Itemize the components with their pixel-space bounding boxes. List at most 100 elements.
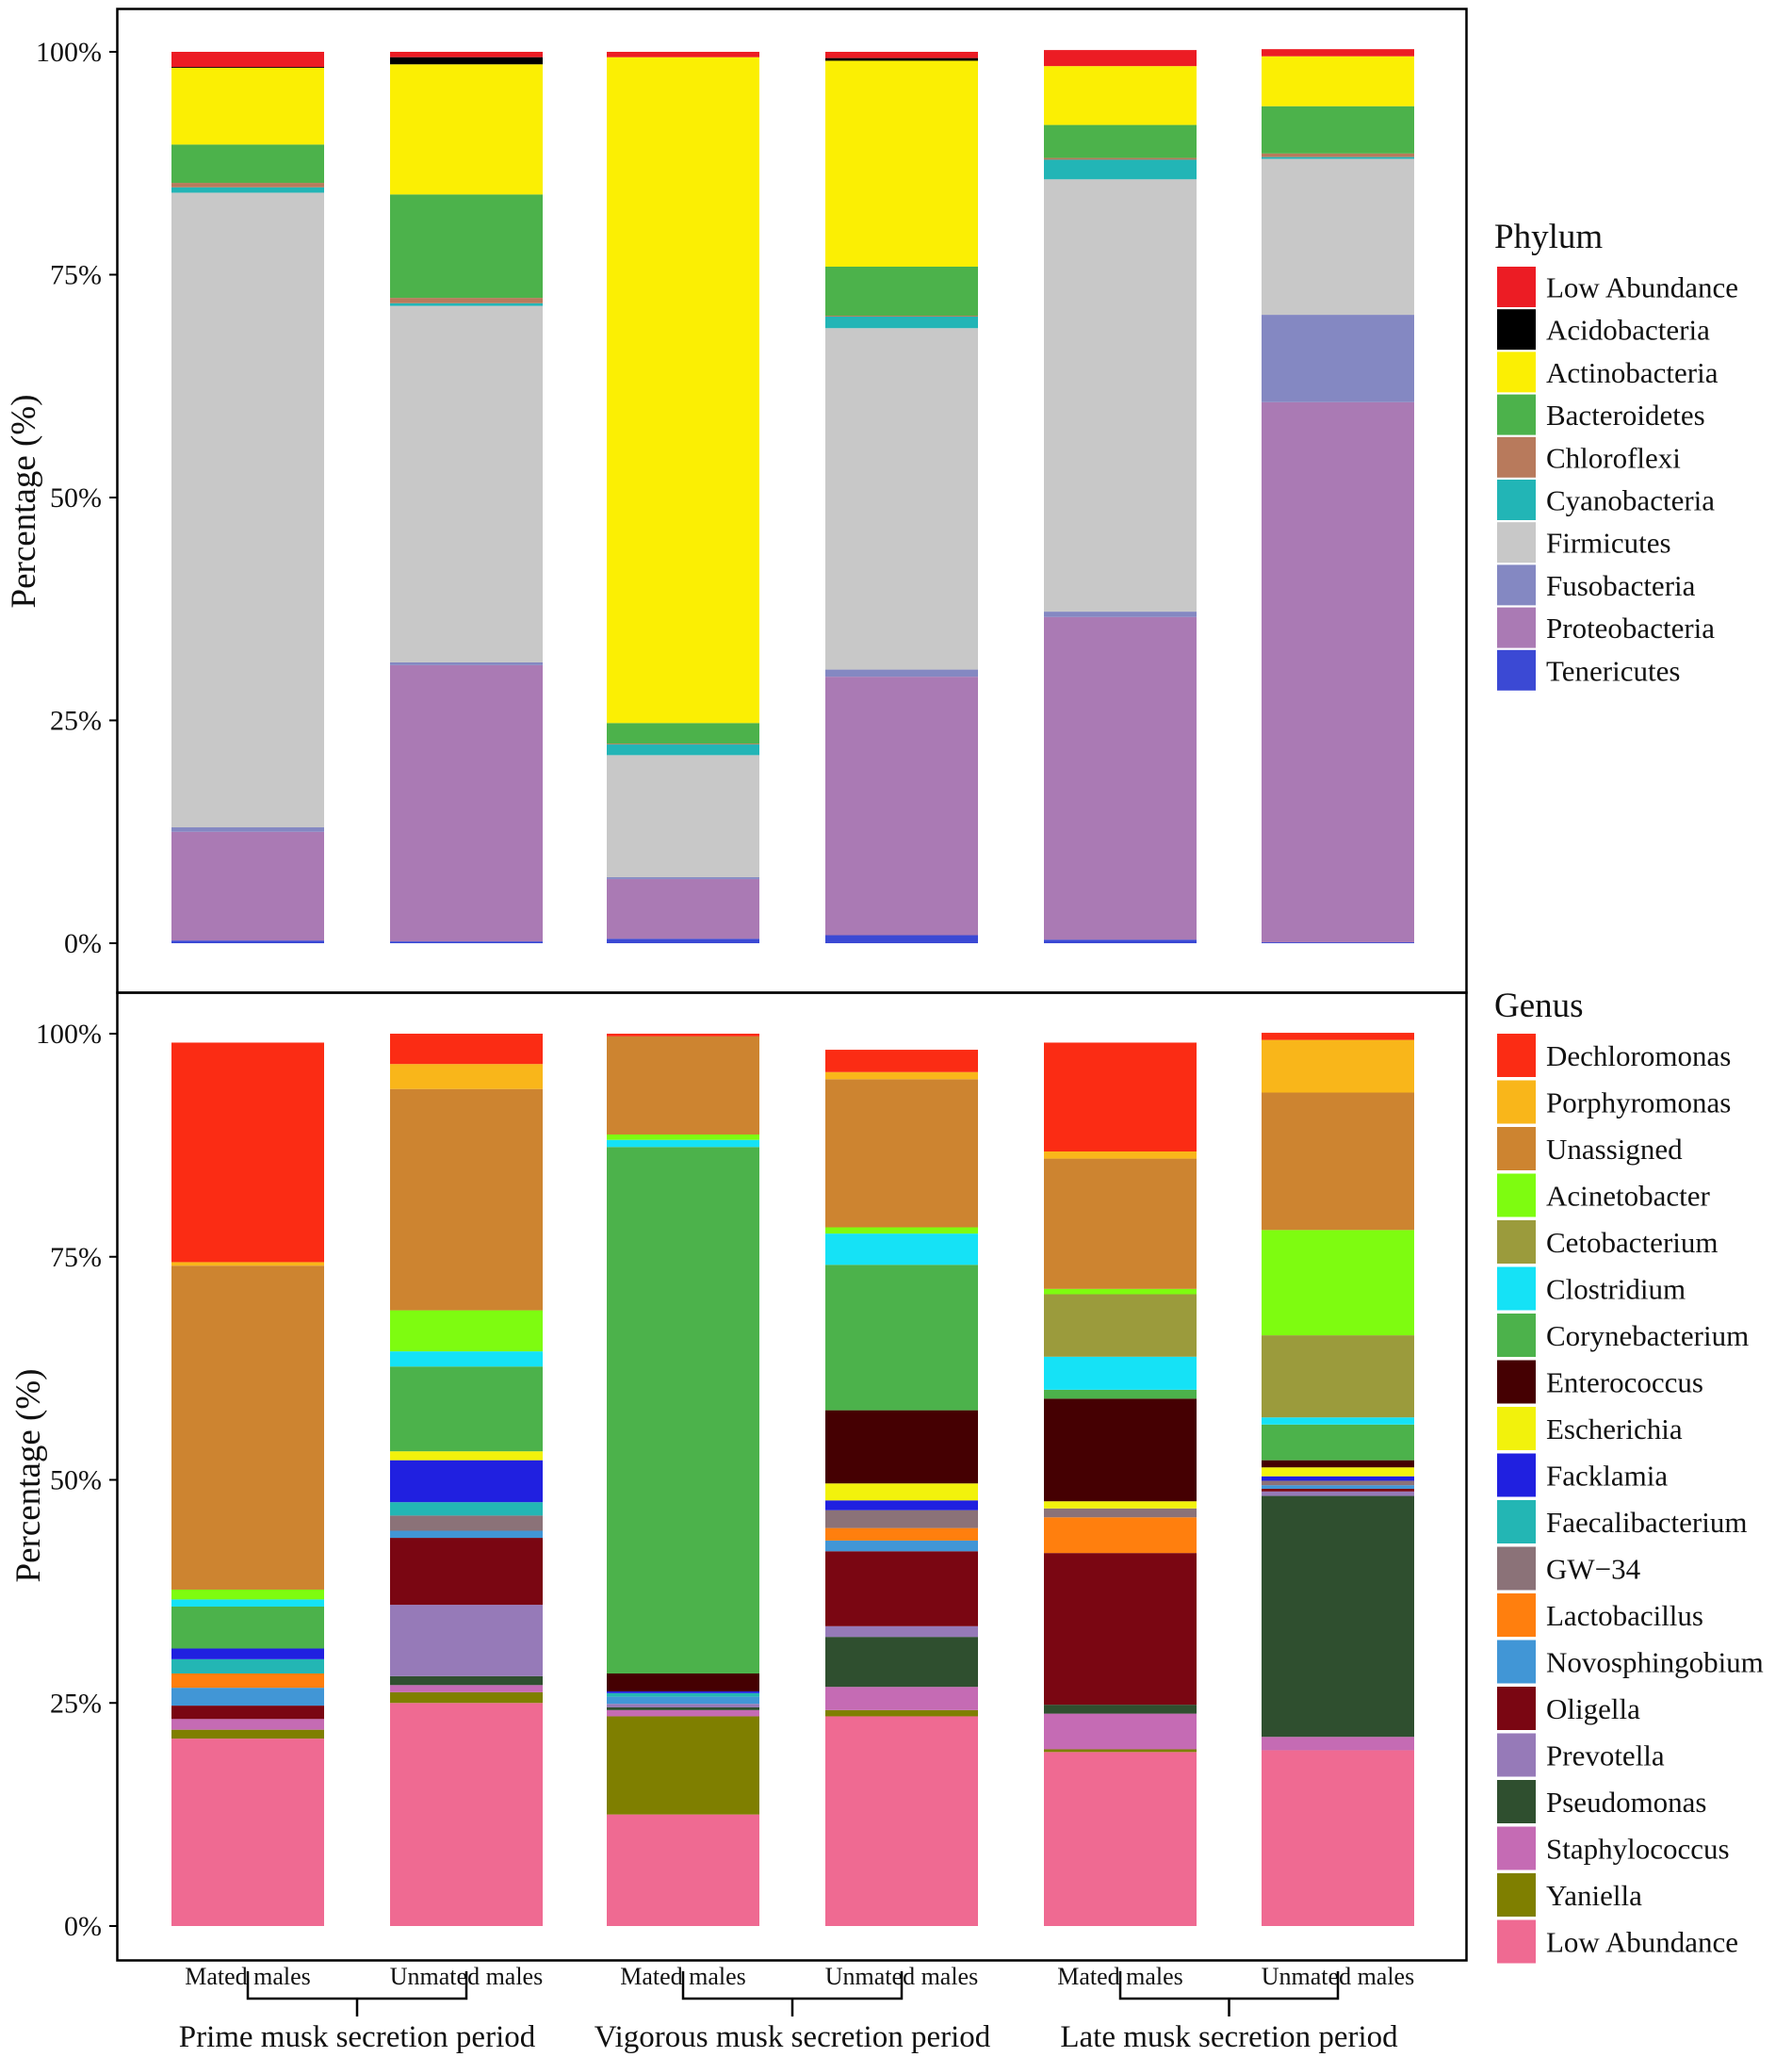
genus-legend-label-pseudomonas: Pseudomonas bbox=[1546, 1786, 1707, 1819]
phylum-bar-3-bacteroidetes bbox=[607, 723, 759, 744]
genus-bar-2-corynebacterium bbox=[390, 1366, 543, 1452]
genus-bar-3-low-abundance bbox=[607, 1814, 759, 1927]
genus-bar-6-facklamia bbox=[1262, 1476, 1414, 1481]
genus-bar-4-dechloromonas bbox=[825, 1050, 978, 1072]
genus-bar-4-yaniella bbox=[825, 1709, 978, 1717]
genus-bar-4-novosphingobium bbox=[825, 1540, 978, 1552]
genus-bar-1-acinetobacter bbox=[171, 1589, 324, 1600]
genus-panel-frame bbox=[116, 991, 1468, 1962]
genus-y-tick-label: 0% bbox=[64, 1911, 102, 1942]
group-bracket-3 bbox=[1118, 1971, 1340, 2016]
genus-bar-6-porphyromonas bbox=[1262, 1039, 1414, 1093]
phylum-bar-2-low-abundance bbox=[390, 52, 543, 57]
phylum-legend-label-proteobacteria: Proteobacteria bbox=[1546, 612, 1715, 645]
genus-bar-6-escherichia bbox=[1262, 1467, 1414, 1477]
genus-bar-3-corynebacterium bbox=[607, 1147, 759, 1673]
genus-bar-4-low-abundance bbox=[825, 1716, 978, 1926]
phylum-bar-4-cyanobacteria bbox=[825, 316, 978, 329]
phylum-bar-3-actinobacteria bbox=[607, 57, 759, 724]
genus-legend-swatch-acinetobacter bbox=[1497, 1173, 1536, 1217]
phylum-bar-1-proteobacteria bbox=[171, 831, 324, 941]
genus-bar-4-pseudomonas bbox=[825, 1637, 978, 1688]
genus-bar-3-yaniella bbox=[607, 1716, 759, 1815]
phylum-bar-3-low-abundance bbox=[607, 52, 759, 57]
phylum-y-tick-label: 25% bbox=[50, 706, 102, 737]
phylum-legend-label-firmicutes: Firmicutes bbox=[1546, 527, 1671, 560]
genus-bar-1-lactobacillus bbox=[171, 1673, 324, 1689]
phylum-bar-6-low-abundance bbox=[1262, 49, 1414, 57]
genus-bar-5-pseudomonas bbox=[1044, 1705, 1197, 1714]
phylum-bar-3-cyanobacteria bbox=[607, 744, 759, 756]
genus-legend-swatch-cetobacterium bbox=[1497, 1220, 1536, 1264]
phylum-legend-swatch-low-abundance bbox=[1497, 267, 1536, 307]
genus-bar-4-enterococcus bbox=[825, 1410, 978, 1484]
genus-legend-swatch-escherichia bbox=[1497, 1407, 1536, 1450]
genus-y-axis: 0% 25% 50% 75% 100% bbox=[36, 1019, 117, 1942]
genus-bar-3-facklamia bbox=[607, 1690, 759, 1693]
genus-bar-1-faecalibacterium bbox=[171, 1658, 324, 1673]
genus-legend-swatch-prevotella bbox=[1497, 1733, 1536, 1777]
genus-bar-5-dechloromonas bbox=[1044, 1042, 1197, 1151]
phylum-y-tick-label: 75% bbox=[50, 260, 102, 291]
genus-bar-2-low-abundance bbox=[390, 1703, 543, 1926]
phylum-bar-6-proteobacteria bbox=[1262, 401, 1414, 943]
phylum-bar-3-chloroflexi bbox=[607, 743, 759, 745]
group-bracket-1 bbox=[246, 1971, 468, 2016]
genus-bar-1-facklamia bbox=[171, 1648, 324, 1659]
phylum-legend-label-cyanobacteria: Cyanobacteria bbox=[1546, 484, 1715, 517]
genus-bar-4-acinetobacter bbox=[825, 1227, 978, 1234]
genus-bar-5-staphylococcus bbox=[1044, 1713, 1197, 1750]
genus-legend-label-porphyromonas: Porphyromonas bbox=[1546, 1086, 1731, 1119]
phylum-legend-swatch-fusobacteria bbox=[1497, 564, 1536, 606]
genus-bar-1-low-abundance bbox=[171, 1739, 324, 1926]
genus-legend-label-corynebacterium: Corynebacterium bbox=[1546, 1319, 1749, 1352]
genus-bar-1-unassigned bbox=[171, 1265, 324, 1590]
genus-bar-2-staphylococcus bbox=[390, 1685, 543, 1692]
genus-legend-swatch-enterococcus bbox=[1497, 1360, 1536, 1404]
genus-legend-label-novosphingobium: Novosphingobium bbox=[1546, 1646, 1764, 1679]
genus-bar-2-prevotella bbox=[390, 1605, 543, 1676]
phylum-bar-1-bacteroidetes bbox=[171, 144, 324, 184]
genus-bar-3-enterococcus bbox=[607, 1673, 759, 1691]
genus-legend-swatch-oligella bbox=[1497, 1687, 1536, 1730]
genus-legend-label-low-abundance: Low Abundance bbox=[1546, 1926, 1738, 1959]
genus-bar-6-dechloromonas bbox=[1262, 1033, 1414, 1040]
genus-legend-swatch-low-abundance bbox=[1497, 1919, 1536, 1964]
genus-bar-5-unassigned bbox=[1044, 1158, 1197, 1289]
genus-legend-swatch-porphyromonas bbox=[1497, 1080, 1536, 1124]
phylum-bar-3-fusobacteria bbox=[607, 877, 759, 879]
phylum-legend-swatch-bacteroidetes bbox=[1497, 394, 1536, 435]
phylum-bar-4-actinobacteria bbox=[825, 60, 978, 267]
phylum-bar-2-bacteroidetes bbox=[390, 194, 543, 299]
phylum-bar-2-acidobacteria bbox=[390, 57, 543, 65]
genus-bar-4-unassigned bbox=[825, 1079, 978, 1228]
phylum-legend-label-fusobacteria: Fusobacteria bbox=[1546, 569, 1696, 602]
genus-bar-2-acinetobacter bbox=[390, 1310, 543, 1352]
genus-bar-3-pseudomonas bbox=[607, 1706, 759, 1710]
genus-legend-label-enterococcus: Enterococcus bbox=[1546, 1366, 1703, 1399]
genus-legend-label-cetobacterium: Cetobacterium bbox=[1546, 1226, 1719, 1259]
genus-y-axis-title: Percentage (%) bbox=[9, 1368, 48, 1582]
genus-bar-3-unassigned bbox=[607, 1036, 759, 1135]
genus-legend-label-prevotella: Prevotella bbox=[1546, 1739, 1665, 1772]
genus-y-tick-label: 25% bbox=[50, 1688, 102, 1719]
genus-bar-6-cetobacterium bbox=[1262, 1335, 1414, 1418]
phylum-legend-swatch-actinobacteria bbox=[1497, 351, 1536, 393]
phylum-bar-4-bacteroidetes bbox=[825, 266, 978, 317]
phylum-legend: Low Abundance Acidobacteria Actinobacteria… bbox=[1497, 267, 1738, 691]
genus-bar-2-novosphingobium bbox=[390, 1530, 543, 1539]
genus-legend-label-acinetobacter: Acinetobacter bbox=[1546, 1180, 1711, 1213]
genus-bar-4-lactobacillus bbox=[825, 1527, 978, 1541]
genus-bar-2-porphyromonas bbox=[390, 1064, 543, 1089]
genus-legend-label-facklamia: Facklamia bbox=[1546, 1460, 1668, 1493]
genus-bar-5-lactobacillus bbox=[1044, 1517, 1197, 1554]
phylum-y-axis: 0% 25% 50% 75% 100% bbox=[36, 37, 117, 959]
genus-legend-label-clostridium: Clostridium bbox=[1546, 1273, 1686, 1306]
genus-legend-label-staphylococcus: Staphylococcus bbox=[1546, 1833, 1730, 1866]
phylum-legend-label-bacteroidetes: Bacteroidetes bbox=[1546, 399, 1705, 432]
phylum-bar-6-chloroflexi bbox=[1262, 153, 1414, 157]
phylum-bar-6-actinobacteria bbox=[1262, 56, 1414, 106]
phylum-bar-2-actinobacteria bbox=[390, 64, 543, 195]
genus-bar-5-enterococcus bbox=[1044, 1398, 1197, 1502]
genus-bar-5-yaniella bbox=[1044, 1749, 1197, 1753]
